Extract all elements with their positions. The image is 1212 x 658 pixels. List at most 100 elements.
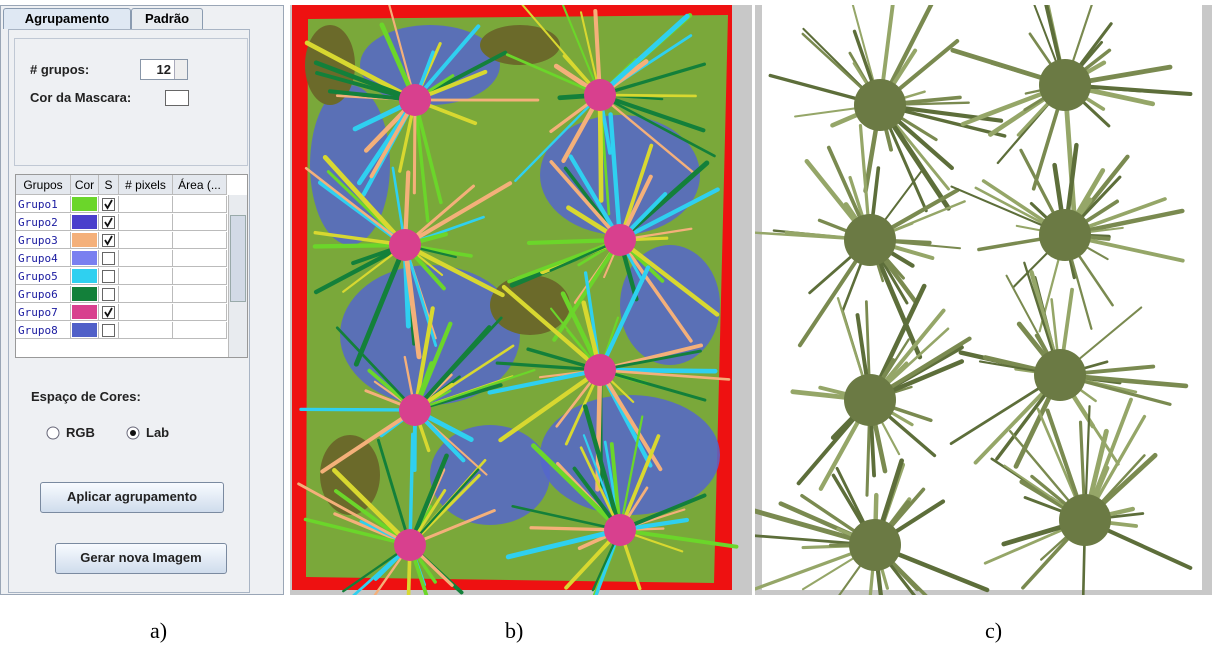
plant-center bbox=[844, 214, 896, 266]
column-header: Grupos bbox=[16, 175, 71, 195]
cell bbox=[173, 250, 227, 267]
cell bbox=[173, 322, 227, 339]
checkbox-box bbox=[103, 325, 115, 337]
checkbox[interactable] bbox=[102, 234, 115, 247]
spinner[interactable]: 12 bbox=[140, 59, 188, 80]
plant-center bbox=[604, 224, 636, 256]
leaf bbox=[301, 409, 415, 410]
cell bbox=[173, 232, 227, 249]
scroll-thumb[interactable] bbox=[230, 215, 246, 302]
cell bbox=[119, 196, 173, 213]
cell bbox=[173, 268, 227, 285]
group-name: Grupo4 bbox=[16, 250, 71, 267]
plant-center bbox=[584, 79, 616, 111]
plant-center bbox=[584, 354, 616, 386]
extracted-image bbox=[755, 5, 1212, 595]
select-cell bbox=[99, 250, 119, 267]
radio-dot bbox=[130, 430, 136, 436]
plant-center bbox=[394, 529, 426, 561]
cell bbox=[119, 286, 173, 303]
group-name: Grupo6 bbox=[16, 286, 71, 303]
cell bbox=[119, 232, 173, 249]
plant-center bbox=[399, 84, 431, 116]
caption: c) bbox=[985, 618, 1002, 644]
column-header: S bbox=[99, 175, 119, 195]
radio-button[interactable] bbox=[126, 426, 140, 440]
checkbox[interactable] bbox=[102, 252, 115, 265]
plant-center bbox=[604, 514, 636, 546]
plant-center bbox=[1039, 209, 1091, 261]
cell bbox=[173, 286, 227, 303]
cell bbox=[173, 214, 227, 231]
checkbox[interactable] bbox=[102, 198, 115, 211]
radio-label: RGB bbox=[66, 425, 95, 440]
color-swatch bbox=[72, 323, 97, 337]
group-name: Grupo1 bbox=[16, 196, 71, 213]
plant-center bbox=[1034, 349, 1086, 401]
color-swatch bbox=[72, 197, 97, 211]
checkbox[interactable] bbox=[102, 288, 115, 301]
plant-center bbox=[1059, 494, 1111, 546]
plant-center bbox=[399, 394, 431, 426]
page: Agrupamento Padrão # grupos: 12 Cor da M… bbox=[0, 0, 1212, 658]
color-cell bbox=[71, 250, 99, 267]
cell bbox=[173, 304, 227, 321]
column-header: # pixels bbox=[119, 175, 173, 195]
color-swatch bbox=[72, 269, 97, 283]
select-cell bbox=[99, 268, 119, 285]
plant-center bbox=[389, 229, 421, 261]
cell bbox=[119, 250, 173, 267]
color-cell bbox=[71, 286, 99, 303]
color-cell bbox=[71, 268, 99, 285]
group-name: Grupo5 bbox=[16, 268, 71, 285]
cell bbox=[173, 196, 227, 213]
caption: a) bbox=[150, 618, 167, 644]
color-swatch bbox=[72, 251, 97, 265]
select-cell bbox=[99, 214, 119, 231]
spinner-arrows[interactable] bbox=[174, 60, 187, 79]
caption: b) bbox=[505, 618, 523, 644]
cell bbox=[119, 268, 173, 285]
tab[interactable]: Agrupamento bbox=[3, 8, 131, 29]
radio-ring bbox=[47, 427, 59, 439]
label: # grupos: bbox=[30, 62, 89, 77]
select-cell bbox=[99, 286, 119, 303]
cell bbox=[119, 214, 173, 231]
button[interactable]: Aplicar agrupamento bbox=[40, 482, 224, 513]
color-cell bbox=[71, 232, 99, 249]
radio-button[interactable] bbox=[46, 426, 60, 440]
color-cell bbox=[71, 214, 99, 231]
checkbox[interactable] bbox=[102, 306, 115, 319]
group-name: Grupo2 bbox=[16, 214, 71, 231]
checkbox[interactable] bbox=[102, 216, 115, 229]
select-cell bbox=[99, 322, 119, 339]
column-header: Área (... bbox=[173, 175, 227, 195]
checkbox[interactable] bbox=[102, 324, 115, 337]
button[interactable]: Gerar nova Imagem bbox=[55, 543, 227, 574]
tab[interactable]: Padrão bbox=[131, 8, 203, 29]
plant-center bbox=[844, 374, 896, 426]
label: Cor da Mascara: bbox=[30, 90, 131, 105]
color-swatch bbox=[72, 233, 97, 247]
segmented-image bbox=[290, 5, 752, 595]
column-header: Cor bbox=[71, 175, 99, 195]
color-swatch bbox=[72, 305, 97, 319]
cell bbox=[119, 304, 173, 321]
image-bg bbox=[762, 5, 1202, 590]
checkbox[interactable] bbox=[102, 270, 115, 283]
radio-label: Lab bbox=[146, 425, 169, 440]
color-swatch bbox=[72, 215, 97, 229]
select-cell bbox=[99, 304, 119, 321]
label: Espaço de Cores: bbox=[31, 389, 141, 404]
plant-center bbox=[849, 519, 901, 571]
select-cell bbox=[99, 196, 119, 213]
blob bbox=[490, 275, 570, 335]
color-cell bbox=[71, 304, 99, 321]
color-swatch bbox=[72, 287, 97, 301]
group-name: Grupo8 bbox=[16, 322, 71, 339]
checkbox-box bbox=[103, 271, 115, 283]
mask-color-swatch[interactable] bbox=[165, 90, 189, 106]
plant-center bbox=[1039, 59, 1091, 111]
plant-center bbox=[854, 79, 906, 131]
